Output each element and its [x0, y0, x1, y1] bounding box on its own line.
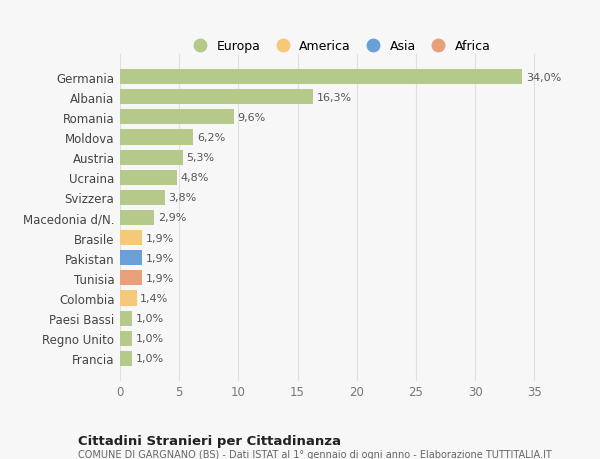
Text: 1,4%: 1,4% — [140, 293, 169, 303]
Text: 1,0%: 1,0% — [136, 353, 164, 364]
Bar — [120, 211, 154, 225]
Bar — [120, 251, 142, 266]
Bar — [120, 190, 165, 206]
Text: 6,2%: 6,2% — [197, 133, 225, 143]
Bar — [120, 90, 313, 105]
Bar — [120, 271, 142, 286]
Text: COMUNE DI GARGNANO (BS) - Dati ISTAT al 1° gennaio di ogni anno - Elaborazione T: COMUNE DI GARGNANO (BS) - Dati ISTAT al … — [78, 449, 552, 459]
Text: 1,9%: 1,9% — [146, 273, 174, 283]
Text: 34,0%: 34,0% — [526, 73, 561, 83]
Bar — [120, 331, 132, 346]
Bar — [120, 230, 142, 246]
Bar — [120, 351, 132, 366]
Text: 3,8%: 3,8% — [169, 193, 197, 203]
Text: 5,3%: 5,3% — [186, 153, 214, 163]
Bar — [120, 311, 132, 326]
Text: 1,0%: 1,0% — [136, 334, 164, 343]
Bar — [120, 130, 193, 145]
Text: Cittadini Stranieri per Cittadinanza: Cittadini Stranieri per Cittadinanza — [78, 434, 341, 447]
Text: 1,9%: 1,9% — [146, 253, 174, 263]
Text: 2,9%: 2,9% — [158, 213, 186, 223]
Bar — [120, 70, 523, 85]
Text: 16,3%: 16,3% — [317, 93, 352, 102]
Bar — [120, 150, 183, 165]
Bar — [120, 110, 233, 125]
Text: 9,6%: 9,6% — [237, 112, 265, 123]
Bar — [120, 170, 177, 185]
Text: 1,9%: 1,9% — [146, 233, 174, 243]
Text: 1,0%: 1,0% — [136, 313, 164, 324]
Bar — [120, 291, 137, 306]
Legend: Europa, America, Asia, Africa: Europa, America, Asia, Africa — [182, 35, 496, 58]
Text: 4,8%: 4,8% — [181, 173, 209, 183]
